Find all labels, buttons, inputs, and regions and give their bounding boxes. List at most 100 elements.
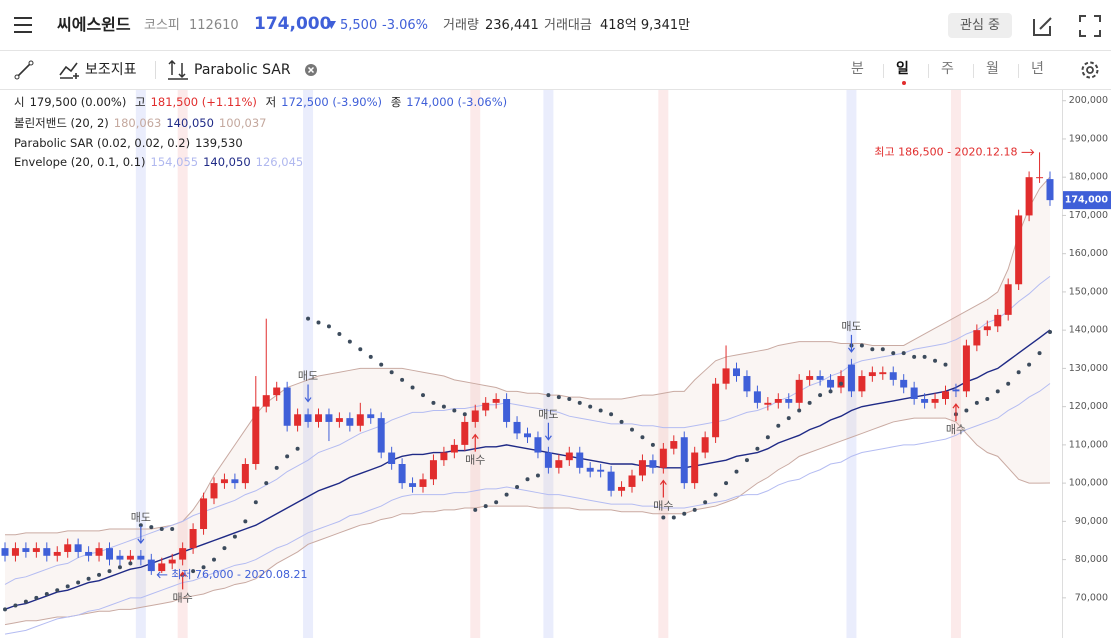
candle-body xyxy=(691,452,699,484)
signal-arrow xyxy=(544,422,552,441)
candle-body xyxy=(461,421,469,445)
envelope-lower xyxy=(4,383,1051,635)
sar-dot xyxy=(306,316,311,321)
separator xyxy=(973,64,974,78)
sar-dot xyxy=(222,546,227,551)
candle-body xyxy=(544,452,552,468)
draw-tool[interactable] xyxy=(14,60,34,80)
sar-dot xyxy=(546,393,551,398)
candle-body xyxy=(962,345,970,392)
sar-dot xyxy=(86,576,91,581)
candle-body xyxy=(304,414,312,422)
sar-dot xyxy=(870,347,875,352)
sar-dot xyxy=(535,473,540,478)
sar-dot xyxy=(410,385,415,390)
candle-body xyxy=(795,379,803,403)
legend-value: 140,050 xyxy=(203,155,251,169)
bollinger-lower xyxy=(4,417,1051,626)
candle-body xyxy=(638,460,646,476)
y-tick-label: 140,000 xyxy=(1069,325,1108,336)
watch-button[interactable]: 관심 중 xyxy=(948,13,1012,38)
candle-body xyxy=(503,398,511,422)
legend-key: 저 xyxy=(265,95,277,109)
candle-body xyxy=(806,376,814,380)
change: 5,500 xyxy=(340,18,378,33)
candle-body xyxy=(774,398,782,403)
signal-label: 매도 xyxy=(131,511,151,524)
candle-body xyxy=(168,559,176,564)
sar-dot xyxy=(1037,351,1042,356)
candle-body xyxy=(649,460,657,468)
indicator-icon[interactable] xyxy=(59,60,81,80)
amount: 418억 9,341만 xyxy=(600,18,691,33)
sar-dot xyxy=(264,481,269,486)
candle-body xyxy=(1,548,9,556)
fullscreen-icon[interactable] xyxy=(1079,15,1101,37)
y-tick-label: 70,000 xyxy=(1075,592,1108,603)
price-tag-label: 174,000 xyxy=(1065,195,1109,206)
candle-body xyxy=(95,548,103,556)
sar-dot xyxy=(107,569,112,574)
sar-dot xyxy=(943,362,948,367)
sar-dot xyxy=(692,507,697,512)
y-tick-label: 90,000 xyxy=(1075,516,1108,527)
candle-body xyxy=(879,372,887,375)
separator xyxy=(1018,64,1019,78)
candle-body xyxy=(607,471,615,491)
candle-body xyxy=(733,368,740,377)
menu-icon[interactable] xyxy=(13,16,33,34)
sar-dot xyxy=(797,408,802,413)
legend-value: 154,055 xyxy=(150,155,199,169)
candle-body xyxy=(388,452,396,465)
sar-dot xyxy=(776,423,781,428)
sar-dot xyxy=(76,580,81,585)
sar-dot xyxy=(462,412,467,417)
y-tick-label: 160,000 xyxy=(1069,248,1108,259)
sar-dot xyxy=(232,534,237,539)
sar-dot xyxy=(588,404,593,409)
candle-body xyxy=(294,414,302,426)
high-arrow xyxy=(1021,148,1035,156)
candle-body xyxy=(576,452,584,468)
period-tab[interactable]: 일 xyxy=(896,61,909,77)
candle-body xyxy=(889,372,897,380)
sar-dot xyxy=(828,389,833,394)
amount-label: 거래대금 xyxy=(544,18,592,33)
candle-body xyxy=(586,467,594,472)
period-tab[interactable]: 주 xyxy=(941,61,954,77)
candle-body xyxy=(847,364,855,392)
period-tab[interactable]: 년 xyxy=(1031,61,1044,77)
edit-icon[interactable] xyxy=(1032,15,1054,37)
candle-body xyxy=(722,368,730,384)
candle-body xyxy=(921,398,929,403)
legend-value: 126,045 xyxy=(255,155,304,169)
candle-body xyxy=(910,387,918,399)
candle-body xyxy=(85,551,93,556)
period-tab[interactable]: 분 xyxy=(851,61,864,77)
legend-sar: Parabolic SAR (0.02, 0.02, 0.2) 139,530 xyxy=(14,137,248,150)
sar-dot xyxy=(483,504,488,509)
sar-dot xyxy=(326,324,331,329)
indicator-button[interactable]: 보조지표 xyxy=(85,62,137,78)
candle-body xyxy=(210,483,218,499)
sar-dot xyxy=(358,347,363,352)
signal-band xyxy=(658,90,669,638)
sar-dot xyxy=(661,515,666,520)
candle-body xyxy=(32,548,40,552)
sar-dot xyxy=(839,381,843,386)
legend-key: 고 xyxy=(134,95,146,109)
legend-value: 100,037 xyxy=(218,116,267,130)
sar-dot xyxy=(609,412,614,417)
remove-indicator[interactable] xyxy=(304,63,318,77)
settings-icon[interactable] xyxy=(1079,59,1101,81)
candle-body xyxy=(231,479,239,484)
sar-dot xyxy=(23,599,28,604)
candle-body xyxy=(524,433,531,438)
sar-dot xyxy=(3,607,7,612)
sar-dot xyxy=(755,446,760,451)
legend-key: 종 xyxy=(390,95,402,109)
period-tab[interactable]: 월 xyxy=(986,61,999,77)
signal-label: 매도 xyxy=(538,408,558,421)
signal-arrow xyxy=(179,571,187,590)
y-tick-label: 80,000 xyxy=(1075,554,1108,565)
